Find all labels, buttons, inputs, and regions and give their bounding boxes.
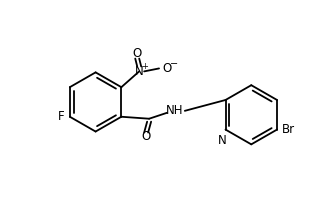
Text: F: F <box>58 110 65 123</box>
Text: −: − <box>170 59 178 69</box>
Text: N: N <box>135 65 143 78</box>
Text: O: O <box>132 47 142 60</box>
Text: N: N <box>218 133 227 147</box>
Text: O: O <box>141 130 151 143</box>
Text: NH: NH <box>166 104 184 117</box>
Text: Br: Br <box>282 123 295 136</box>
Text: +: + <box>141 62 148 71</box>
Text: O: O <box>162 62 172 75</box>
